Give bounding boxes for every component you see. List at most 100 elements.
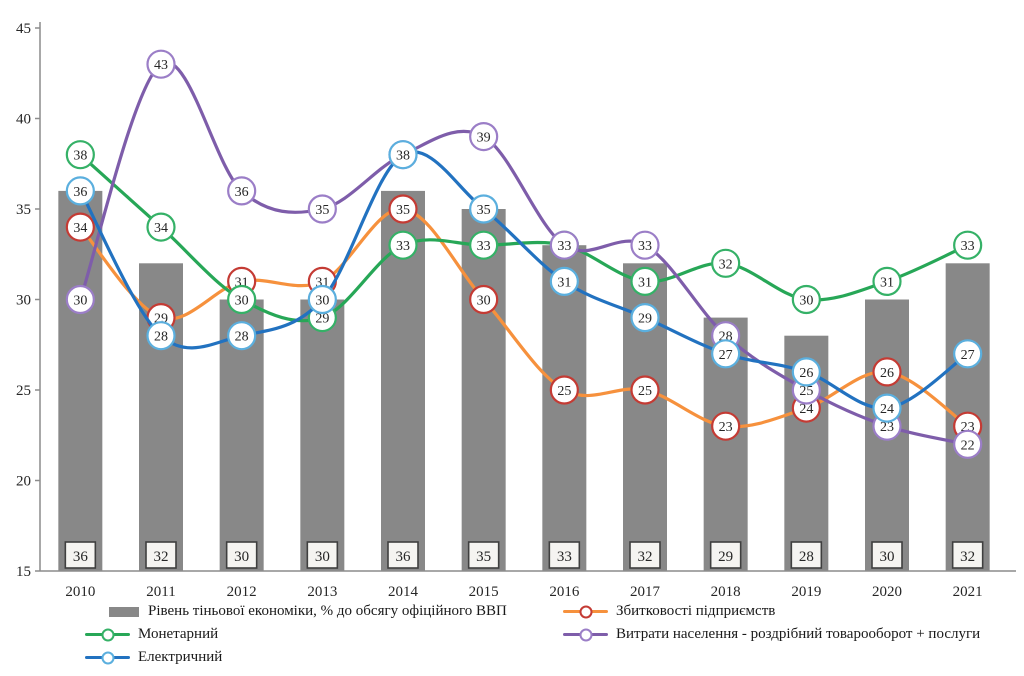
data-point-label: 26 (880, 366, 894, 381)
data-point-label: 38 (396, 149, 410, 164)
data-point-marker (791, 357, 821, 387)
data-point-label: 36 (73, 185, 87, 200)
x-axis-year-label: 2012 (227, 584, 257, 600)
bar-value-label: 32 (638, 549, 653, 565)
legend-item-electric: Електричний (85, 646, 507, 669)
bar (58, 190, 103, 571)
data-point-label: 39 (477, 131, 491, 146)
bar-value-box (387, 541, 419, 569)
data-point-label: 32 (719, 257, 733, 272)
data-point-marker (388, 230, 418, 260)
data-point-marker (630, 230, 660, 260)
x-axis-year-label: 2013 (307, 584, 337, 600)
data-point-label: 23 (719, 420, 733, 435)
bar-value-label: 30 (315, 549, 330, 565)
line-series-1: 38 34 30 29 33 33 33 31 32 30 31 33 (65, 140, 983, 333)
bar-value-box (145, 541, 177, 569)
line-marker-swatch-icon (85, 651, 130, 664)
y-axis-tick-label: 45 (16, 21, 31, 37)
data-point-label: 33 (477, 239, 491, 254)
bar-labels-group: 36 32 30 30 36 35 33 32 29 28 30 32 (64, 541, 984, 569)
y-axis-tick-label: 20 (16, 474, 31, 490)
data-point-label: 23 (880, 420, 894, 435)
bar-value-label: 29 (718, 549, 733, 565)
data-point-marker (630, 375, 660, 405)
y-axis-tick-label: 30 (16, 293, 31, 309)
legend-item-monetary: Монетарний (85, 623, 507, 646)
legend-label: Електричний (138, 649, 223, 665)
data-point-marker (630, 303, 660, 333)
x-axis-year-label: 2011 (146, 584, 175, 600)
bar-value-label: 28 (799, 549, 814, 565)
line-series-0: 34 29 31 31 35 30 25 25 23 24 26 23 (65, 194, 983, 441)
bar (300, 299, 345, 571)
data-point-label: 33 (961, 239, 975, 254)
data-point-marker (307, 194, 337, 224)
bar-value-box (548, 541, 581, 569)
data-point-label: 27 (961, 348, 975, 363)
data-point-label: 31 (557, 275, 571, 290)
data-point-marker (307, 284, 337, 315)
data-point-marker (469, 194, 499, 224)
axes-group: 15 20 25 30 35 40 45 2010 2011 2012 2013 2014 2015 20… (16, 21, 1016, 600)
chart-legend-left-column: Рівень тіньової економіки, % до обсягу о… (85, 600, 507, 669)
y-axis-tick-label: 35 (16, 202, 31, 218)
x-axis-year-label: 2017 (630, 584, 661, 600)
x-axis-year-label: 2015 (469, 584, 499, 600)
bar-value-box (64, 541, 97, 569)
data-point-label: 24 (799, 402, 813, 417)
data-point-label: 28 (154, 330, 168, 345)
data-point-marker (791, 284, 821, 315)
bar (542, 245, 587, 571)
data-point-marker (388, 140, 418, 170)
data-point-label: 38 (73, 149, 87, 164)
bar-value-label: 30 (234, 549, 249, 565)
data-point-label: 33 (638, 239, 652, 254)
data-point-label: 31 (638, 275, 652, 290)
legend-item-population-expenses: Витрати населення - роздрібний товарообо… (563, 623, 980, 646)
bar-value-box (629, 541, 661, 569)
data-point-label: 30 (315, 294, 329, 309)
x-axis-year-label: 2014 (388, 584, 419, 600)
data-point-marker (65, 212, 95, 242)
bar-value-label: 32 (960, 549, 975, 565)
data-point-marker (146, 321, 176, 351)
data-point-label: 31 (880, 275, 894, 290)
data-point-label: 43 (154, 58, 168, 73)
data-point-label: 28 (235, 330, 249, 345)
bar-value-box (951, 541, 984, 569)
data-point-marker (227, 284, 257, 315)
data-point-label: 27 (719, 348, 733, 363)
data-point-label: 36 (235, 185, 249, 200)
legend-label: Рівень тіньової економіки, % до обсягу о… (148, 603, 507, 619)
data-point-label: 35 (477, 203, 491, 218)
bar-value-label: 32 (154, 549, 169, 565)
line-series-3: 36 28 28 30 38 35 31 29 27 26 24 27 (65, 140, 983, 423)
data-point-marker (469, 230, 499, 260)
line-marker-swatch-icon (563, 605, 608, 618)
line-series-2: 30 43 36 35 38 39 33 33 28 25 23 22 (65, 49, 983, 459)
x-axis-year-label: 2019 (791, 584, 821, 600)
y-axis-tick-label: 15 (16, 564, 31, 580)
y-axis-tick-label: 25 (16, 383, 31, 399)
legend-label: Збитковості підприємств (616, 603, 776, 619)
x-axis-year-label: 2018 (711, 584, 741, 600)
data-point-marker (469, 284, 499, 315)
bar-value-label: 33 (557, 549, 572, 565)
legend-item-shadow-economy: Рівень тіньової економіки, % до обсягу о… (85, 600, 507, 623)
data-point-marker (711, 339, 741, 369)
data-point-marker (146, 212, 176, 242)
data-point-label: 35 (315, 203, 329, 218)
bar-value-box (306, 541, 339, 569)
data-point-marker (65, 176, 95, 206)
bar (461, 209, 506, 571)
data-point-label: 29 (638, 312, 652, 327)
line-marker-swatch-icon (85, 628, 130, 641)
y-axis-tick-label: 40 (16, 112, 31, 128)
data-point-label: 30 (235, 294, 249, 309)
data-point-marker (549, 230, 579, 260)
bar-value-box (790, 541, 823, 569)
data-point-label: 26 (799, 366, 813, 381)
